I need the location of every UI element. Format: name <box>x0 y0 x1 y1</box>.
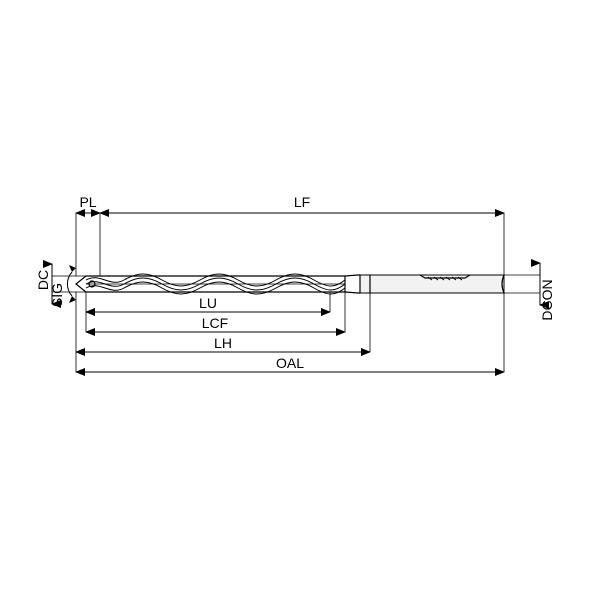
drill-tip <box>76 276 86 292</box>
dim-label-lu: LU <box>199 295 217 311</box>
dim-label-oal: OAL <box>276 355 304 371</box>
sig-arrow-top <box>69 265 76 272</box>
flute-bottom <box>86 292 360 293</box>
dim-label-sig: SIG <box>49 283 65 307</box>
drill-body <box>76 274 504 294</box>
drill-diagram: PL LF LU LCF LH OAL DC SIG DCON <box>0 0 600 600</box>
dim-label-lh: LH <box>214 335 232 351</box>
dim-label-lcf: LCF <box>202 315 228 331</box>
dim-label-lf: LF <box>294 194 310 210</box>
dim-label-pl: PL <box>79 194 96 210</box>
flute-top <box>86 275 360 276</box>
sig-arrow-bot <box>69 296 76 303</box>
dim-label-dcon: DCON <box>539 279 555 320</box>
